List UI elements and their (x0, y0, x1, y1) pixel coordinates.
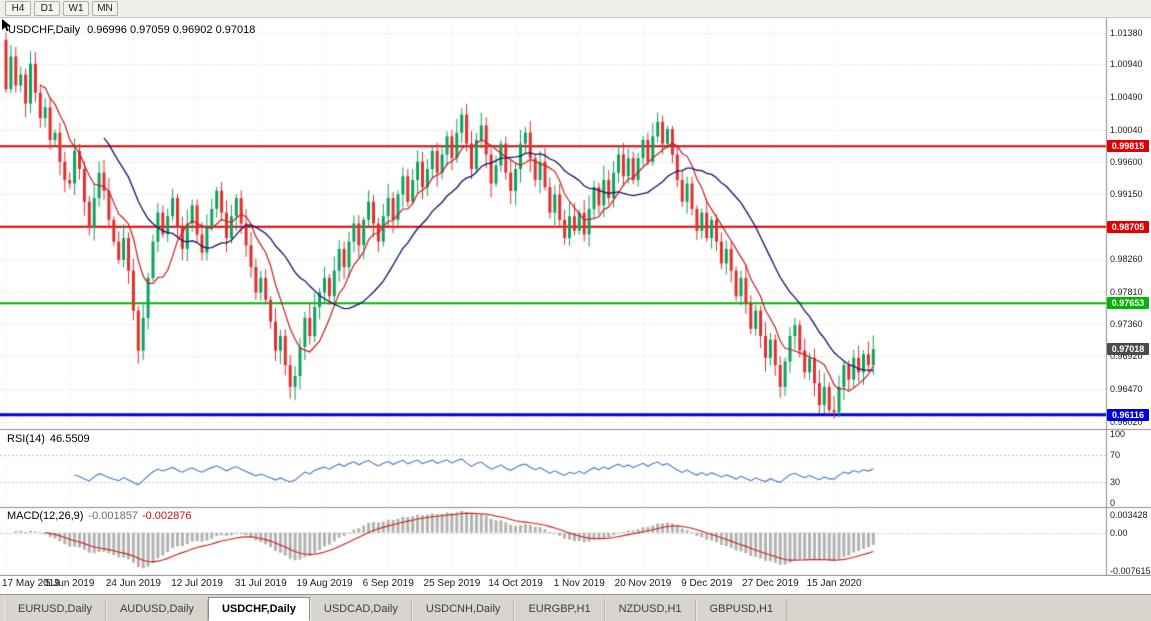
tab-nzdusd-h1[interactable]: NZDUSD,H1 (604, 599, 696, 621)
date-axis-label: 12 Jul 2019 (171, 578, 223, 589)
chart-symbol-label: USDCHF,Daily (8, 24, 81, 36)
macd-main-value: -0.001857 (88, 510, 138, 522)
macd-signal-value: -0.002876 (141, 510, 192, 522)
timeframe-button-mn[interactable]: MN (92, 1, 118, 16)
hline-price-tag: 0.96116 (1107, 408, 1149, 421)
price-axis-label: 0.99600 (1110, 156, 1143, 167)
rsi-axis-label: 100 (1110, 429, 1126, 439)
macd-axis-label: -0.007615 (1110, 566, 1151, 577)
price-axis-label: 0.97810 (1110, 286, 1143, 297)
date-axis-label: 24 Jun 2019 (105, 578, 161, 589)
tab-audusd-daily[interactable]: AUDUSD,Daily (105, 599, 208, 621)
date-axis-label: 31 Jul 2019 (234, 578, 287, 589)
price-axis-label: 0.98260 (1110, 254, 1143, 265)
price-axis-label: 0.96470 (1110, 384, 1143, 395)
price-axis-label: 0.97360 (1110, 319, 1143, 330)
date-axis-label: 5 Jun 2019 (44, 578, 95, 589)
timeframe-button-w1[interactable]: W1 (63, 1, 89, 16)
hline-price-tag: 0.98705 (1107, 220, 1149, 233)
rsi-axis-label: 0 (1110, 498, 1116, 508)
macd-indicator-label: MACD(12,26,9) -0.001857 -0.002876 (7, 510, 192, 522)
timeframe-toolbar: H4 D1 W1 MN (0, 0, 1151, 18)
tab-eurgbp-h1[interactable]: EURGBP,H1 (514, 599, 605, 621)
price-axis-label: 1.01380 (1110, 27, 1143, 38)
date-axis-label: 25 Sep 2019 (423, 578, 481, 589)
rsi-value: 46.5509 (49, 433, 90, 445)
price-axis-label: 0.96920 (1110, 351, 1143, 362)
date-axis-label: 27 Dec 2019 (742, 578, 799, 589)
hline-price-tag: 0.99815 (1107, 140, 1149, 153)
timeframe-button-d1[interactable]: D1 (34, 1, 60, 16)
date-axis-label: 19 Aug 2019 (296, 578, 353, 589)
hline-price-tag: 0.97653 (1107, 297, 1149, 310)
macd-name: MACD(12,26,9) (7, 510, 84, 522)
date-axis-label: 20 Nov 2019 (614, 578, 672, 589)
price-axis-label: 1.00490 (1110, 92, 1143, 103)
timeframe-button-h4[interactable]: H4 (5, 1, 31, 16)
date-axis-label: 17 May 2019 (2, 578, 60, 589)
rsi-axis-label: 30 (1110, 477, 1121, 488)
price-axis-label: 1.00040 (1110, 124, 1143, 135)
tab-gbpusd-h1[interactable]: GBPUSD,H1 (695, 599, 788, 621)
rsi-axis-label: 70 (1110, 449, 1121, 460)
tab-usdchf-daily[interactable]: USDCHF,Daily (207, 597, 310, 621)
price-axis-label: 1.00940 (1110, 59, 1143, 70)
cursor-arrow-icon (2, 19, 11, 32)
date-axis-label: 9 Dec 2019 (681, 578, 733, 589)
chart-ohlc-values: 0.96996 0.97059 0.96902 0.97018 (87, 24, 256, 36)
date-axis-label: 1 Nov 2019 (553, 578, 605, 589)
date-axis-label: 6 Sep 2019 (362, 578, 414, 589)
rsi-indicator-label: RSI(14) 46.5509 (7, 433, 90, 445)
tab-eurusd-daily[interactable]: EURUSD,Daily (4, 599, 106, 621)
tab-usdcad-daily[interactable]: USDCAD,Daily (309, 599, 412, 621)
date-axis-label: 14 Oct 2019 (488, 578, 543, 589)
current-price-tag: 0.97018 (1107, 343, 1149, 356)
date-axis-label: 15 Jan 2020 (806, 578, 862, 589)
price-axis-label: 0.99150 (1110, 189, 1143, 200)
price-axis-label: 0.96020 (1110, 416, 1143, 427)
chart-title: USDCHF,Daily 0.96996 0.97059 0.96902 0.97… (8, 24, 255, 36)
macd-axis-label: 0.00 (1110, 527, 1128, 538)
rsi-name: RSI(14) (7, 433, 45, 445)
chart-tab-bar: EURUSD,Daily AUDUSD,Daily USDCHF,Daily U… (0, 594, 1151, 621)
macd-axis-label: 0.003428 (1110, 510, 1148, 521)
price-chart-canvas[interactable] (0, 18, 1151, 576)
tab-usdcnh-daily[interactable]: USDCNH,Daily (411, 599, 515, 621)
